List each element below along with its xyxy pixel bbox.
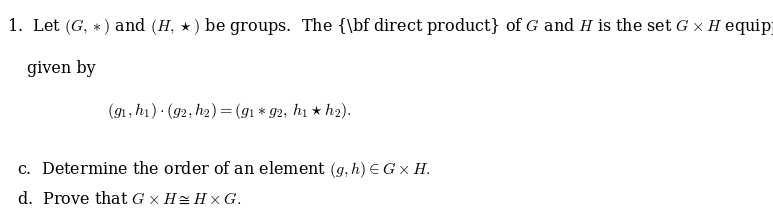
Text: c.  Determine the order of an element $(g, h) \in G \times H.$: c. Determine the order of an element $(g… xyxy=(17,160,431,180)
Text: $(g_1, h_1) \cdot (g_2, h_2) = (g_1 * g_2,\, h_1 \star h_2).$: $(g_1, h_1) \cdot (g_2, h_2) = (g_1 * g_… xyxy=(107,101,352,121)
Text: given by: given by xyxy=(26,60,95,77)
Text: 1.  Let $(G, *)$ and $(H, \star)$ be groups.  The {\bf direct product} of $G$ an: 1. Let $(G, *)$ and $(H, \star)$ be grou… xyxy=(7,16,773,37)
Text: d.  Prove that $G \times H \cong H \times G.$: d. Prove that $G \times H \cong H \times… xyxy=(17,191,241,208)
